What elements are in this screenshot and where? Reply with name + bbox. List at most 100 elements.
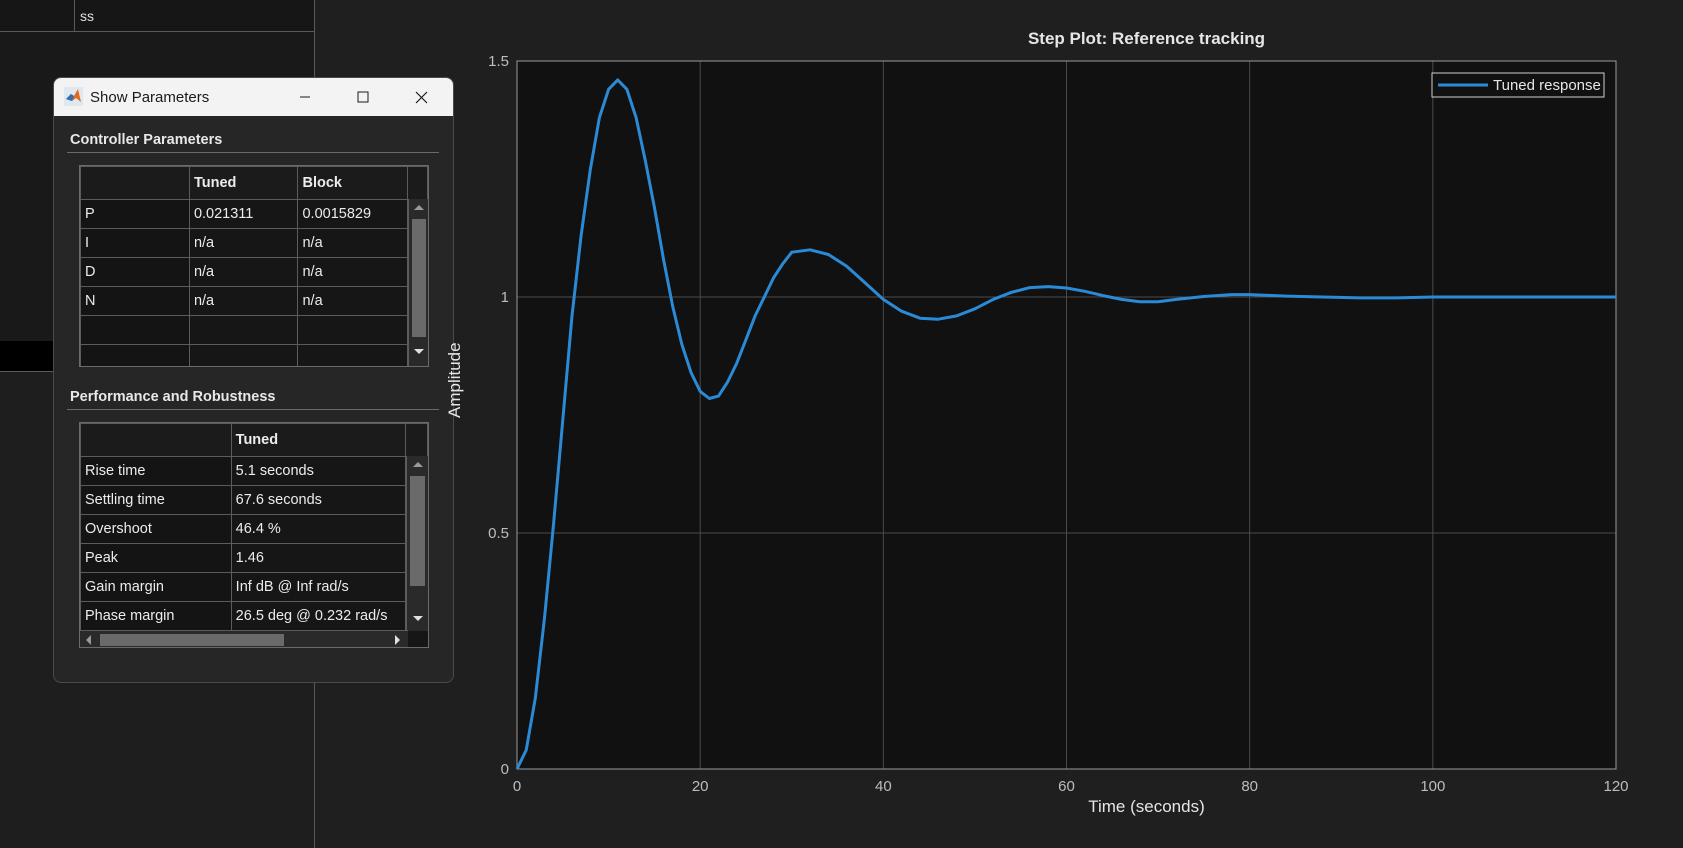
data-point — [562, 419, 564, 421]
controller-parameters-table[interactable]: Tuned Block P 0.021311 0.0015829 I n/a n… — [79, 165, 429, 367]
minimize-button[interactable] — [276, 78, 334, 116]
table-row[interactable]: Rise time 5.1 seconds — [80, 456, 428, 486]
y-tick-label: 1 — [501, 289, 509, 306]
vertical-scrollbar[interactable] — [406, 456, 428, 631]
column-header-tuned[interactable]: Tuned — [230, 423, 407, 457]
row-label[interactable] — [80, 315, 190, 345]
row-label[interactable]: Overshoot — [80, 514, 232, 544]
data-point — [626, 88, 628, 90]
data-point — [846, 265, 848, 267]
performance-table: Tuned Rise time 5.1 seconds Settling tim… — [80, 423, 428, 631]
scrollbar-thumb[interactable] — [100, 634, 284, 646]
section-divider — [67, 152, 439, 153]
plot-title: Step Plot: Reference tracking — [1027, 29, 1266, 48]
table-cell[interactable]: 26.5 deg @ 0.232 rad/s — [230, 601, 407, 631]
x-tick-label: 20 — [692, 778, 709, 795]
table-row[interactable]: D n/a n/a — [80, 257, 428, 287]
data-point — [1358, 297, 1360, 299]
data-point — [1175, 298, 1177, 300]
scroll-left-arrow-icon[interactable] — [86, 635, 91, 645]
row-label[interactable]: Rise time — [80, 456, 232, 486]
data-point — [1010, 291, 1012, 293]
table-cell[interactable]: Inf dB @ Inf rad/s — [230, 572, 407, 602]
table-row[interactable] — [80, 315, 428, 345]
maximize-button[interactable] — [334, 78, 392, 116]
data-point — [1615, 296, 1617, 298]
table-cell[interactable] — [0, 0, 75, 32]
table-row[interactable]: ss — [0, 0, 314, 32]
table-cell[interactable] — [297, 344, 409, 366]
data-point — [708, 397, 710, 399]
data-point — [571, 315, 573, 317]
close-icon — [415, 91, 427, 103]
column-header-block[interactable]: Block — [297, 166, 409, 200]
table-row[interactable]: Settling time 67.6 seconds — [80, 485, 428, 515]
table-cell[interactable]: 1.46 — [230, 543, 407, 573]
scroll-down-arrow-icon[interactable] — [414, 349, 424, 354]
vertical-scrollbar[interactable] — [408, 199, 428, 366]
horizontal-scrollbar[interactable] — [80, 630, 408, 647]
table-row[interactable]: I n/a n/a — [80, 228, 428, 258]
data-point — [653, 206, 655, 208]
row-label[interactable]: Settling time — [80, 485, 232, 515]
data-point — [580, 234, 582, 236]
data-point — [617, 79, 619, 81]
table-row[interactable]: Phase margin 26.5 deg @ 0.232 rad/s — [80, 601, 428, 631]
table-cell[interactable] — [188, 344, 299, 366]
performance-robustness-table[interactable]: Tuned Rise time 5.1 seconds Settling tim… — [79, 422, 429, 648]
table-cell[interactable] — [297, 315, 409, 345]
row-label[interactable]: D — [80, 257, 190, 287]
data-point — [543, 617, 545, 619]
x-tick-label: 80 — [1241, 778, 1258, 795]
data-point — [1569, 296, 1571, 298]
scrollbar-thumb[interactable] — [412, 219, 426, 337]
row-label[interactable]: I — [80, 228, 190, 258]
table-cell[interactable]: n/a — [188, 228, 299, 258]
data-point — [589, 168, 591, 170]
table-cell[interactable]: n/a — [297, 257, 409, 287]
data-point — [699, 390, 701, 392]
table-cell[interactable]: n/a — [188, 286, 299, 316]
column-header[interactable] — [80, 166, 190, 200]
table-cell[interactable]: 0.0015829 — [297, 199, 409, 229]
scroll-down-arrow-icon[interactable] — [413, 616, 423, 621]
row-label[interactable]: Phase margin — [80, 601, 232, 631]
row-label[interactable]: N — [80, 286, 190, 316]
table-row[interactable]: Peak 1.46 — [80, 543, 428, 573]
table-cell[interactable]: n/a — [188, 257, 299, 287]
scrollbar-thumb[interactable] — [410, 476, 425, 586]
table-row[interactable]: Overshoot 46.4 % — [80, 514, 428, 544]
table-cell[interactable]: n/a — [297, 228, 409, 258]
dialog-titlebar[interactable]: Show Parameters — [54, 78, 453, 116]
scroll-up-arrow-icon[interactable] — [413, 462, 423, 467]
table-cell[interactable]: 46.4 % — [230, 514, 407, 544]
data-point — [1065, 287, 1067, 289]
table-row[interactable]: P 0.021311 0.0015829 — [80, 199, 428, 229]
column-header[interactable] — [80, 423, 232, 457]
row-label[interactable] — [80, 344, 190, 366]
table-row[interactable] — [80, 344, 428, 366]
close-button[interactable] — [392, 78, 450, 116]
data-point — [516, 768, 518, 770]
series-line-tuned-response[interactable] — [515, 78, 1616, 770]
row-label[interactable]: Gain margin — [80, 572, 232, 602]
table-row[interactable]: N n/a n/a — [80, 286, 428, 316]
table-cell[interactable] — [188, 315, 299, 345]
data-point — [809, 249, 811, 251]
table-cell[interactable]: 0.021311 — [188, 199, 299, 229]
column-header-tuned[interactable]: Tuned — [188, 166, 299, 200]
row-label[interactable]: Peak — [80, 543, 232, 573]
scroll-right-arrow-icon[interactable] — [395, 635, 400, 645]
table-cell[interactable]: 67.6 seconds — [230, 485, 407, 515]
table-cell-text: ss — [80, 8, 94, 24]
data-point — [864, 282, 866, 284]
step-response-chart[interactable]: 0 20 40 60 80 100 120 0 0.5 1 1.5 Tuned response — [455, 0, 1683, 848]
scroll-up-arrow-icon[interactable] — [414, 205, 424, 210]
table-cell[interactable]: 5.1 seconds — [230, 456, 407, 486]
table-row[interactable]: Gain margin Inf dB @ Inf rad/s — [80, 572, 428, 602]
selection-stripe — [0, 341, 60, 371]
data-point — [882, 298, 884, 300]
row-label[interactable]: P — [80, 199, 190, 229]
table-cell[interactable]: n/a — [297, 286, 409, 316]
data-point — [672, 305, 674, 307]
